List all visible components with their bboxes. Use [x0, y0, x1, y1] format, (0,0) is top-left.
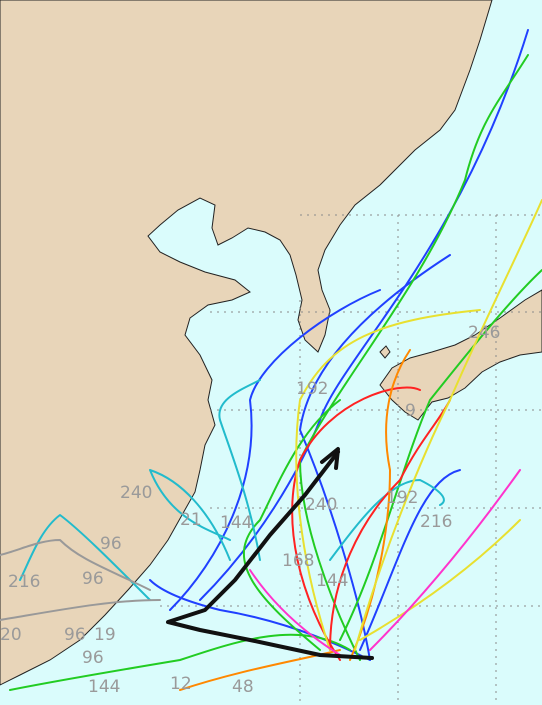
hour-label: 96: [100, 534, 122, 554]
land-japan: [379, 289, 542, 421]
hour-label: 168: [282, 551, 314, 571]
hour-label: 96: [64, 625, 86, 645]
hour-label: 216: [420, 512, 452, 532]
grid: [160, 214, 542, 705]
hour-label: 144: [220, 513, 252, 533]
land-korea-island: [379, 345, 391, 359]
hour-label: 96: [82, 569, 104, 589]
hour-label: 240: [305, 495, 337, 515]
hour-label: 144: [88, 677, 120, 697]
ensemble-tracks: [0, 29, 542, 691]
hour-label: 240: [120, 483, 152, 503]
hour-label: 144: [316, 571, 348, 591]
hour-label: 12: [170, 674, 192, 694]
hour-label: 21: [180, 510, 202, 530]
hour-label: 19: [94, 625, 116, 645]
land-mainland: [0, 0, 493, 686]
hour-label: 20: [0, 625, 22, 645]
hour-label: 246: [468, 323, 500, 343]
mean-track: [166, 447, 374, 660]
hour-label: 48: [232, 677, 254, 697]
hour-label: 216: [8, 572, 40, 592]
hour-label: 9: [405, 401, 416, 421]
hour-label: 96: [82, 648, 104, 668]
hour-label: 192: [296, 379, 328, 399]
hour-label: 192: [386, 488, 418, 508]
